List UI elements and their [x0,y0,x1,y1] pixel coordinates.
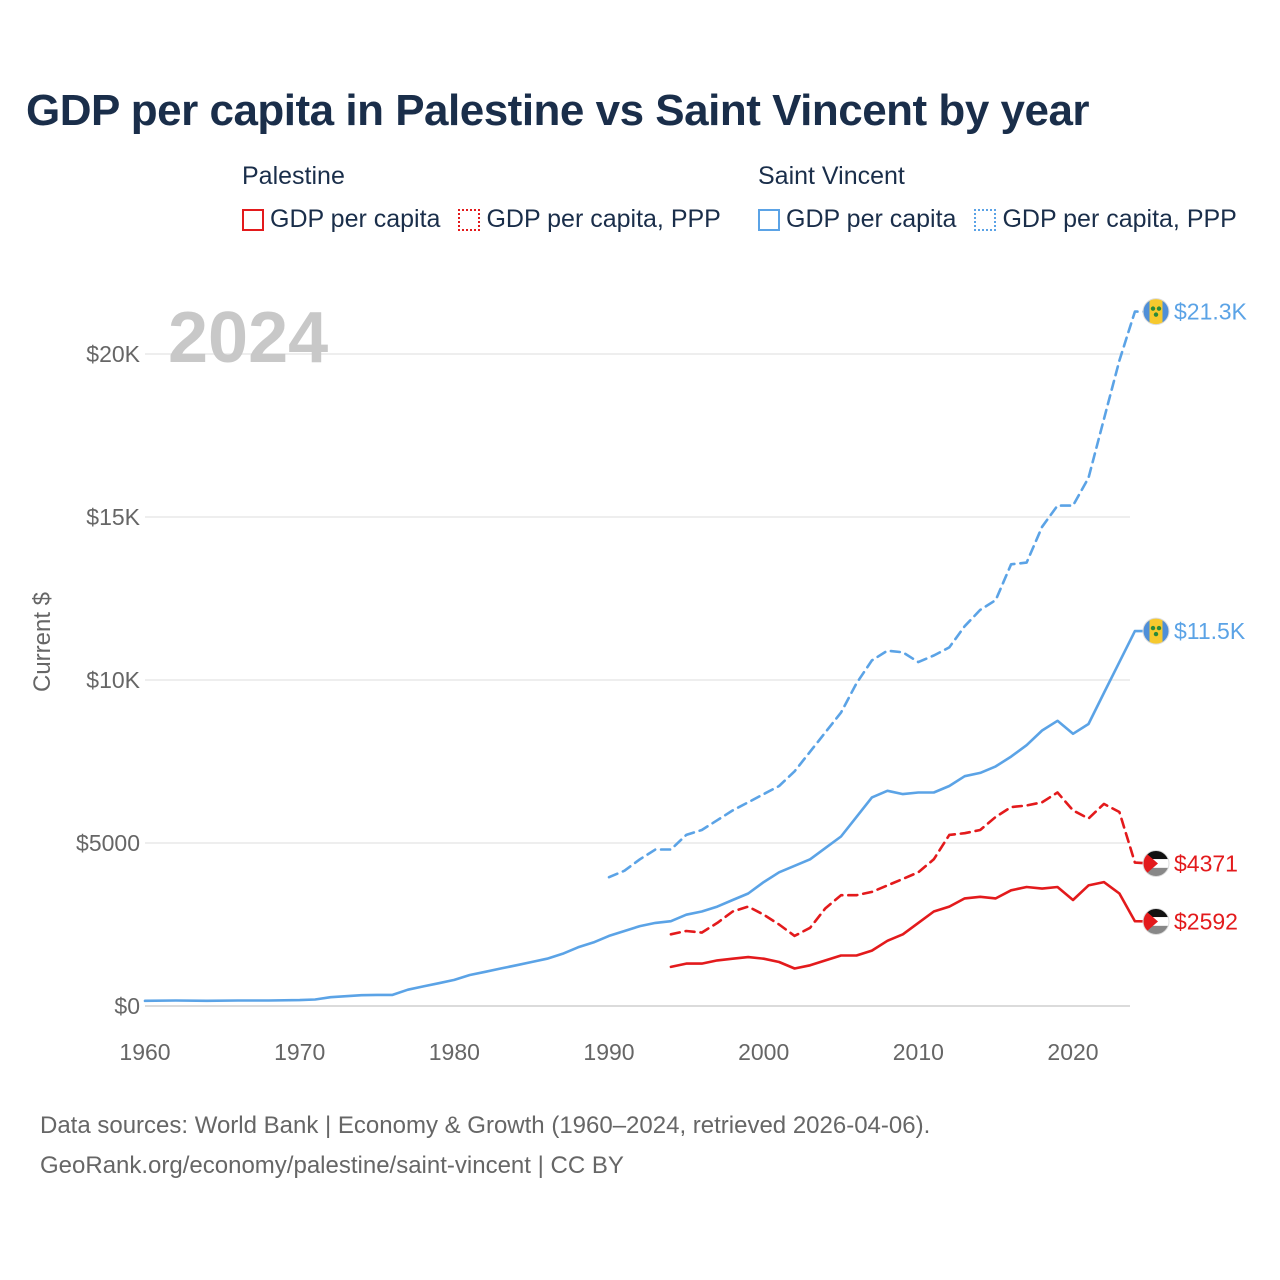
legend-group-title: Palestine [242,162,345,190]
attribution-text: GeoRank.org/economy/palestine/saint-vinc… [40,1152,624,1179]
grid-lines [145,353,1130,1007]
x-tick-label: 1980 [429,1039,480,1065]
legend-label: GDP per capita [270,205,441,233]
series-line-saint-vincent-gdp-per-capita [143,629,1152,1003]
x-tick-label: 1990 [583,1039,634,1065]
saint-vincent-flag-icon [1142,298,1170,326]
legend-group-title: Saint Vincent [758,162,905,190]
legend-saint-vincent: Saint Vincent GDP per capita GDP per cap… [758,162,1237,234]
year-watermark: 2024 [168,298,328,378]
chart-title: GDP per capita in Palestine vs Saint Vin… [26,86,1090,135]
series-line-palestine-gdp-per-capita [669,880,1152,970]
end-value-label: $4371 [1174,851,1238,877]
palestine-flag-icon [1142,908,1170,936]
end-labels: $21.3K $11.5K $4371 $2592 [1142,298,1248,936]
y-tick-label: $5000 [76,830,140,856]
y-tick-label: $15K [86,504,140,530]
data-source-text: Data sources: World Bank | Economy & Gro… [40,1112,931,1139]
x-tick-label: 2020 [1047,1039,1098,1065]
series-line-saint-vincent-gdp-per-capita-ppp [607,310,1152,879]
x-tick-label: 1960 [119,1039,170,1065]
legend-swatch-dotted [458,208,481,231]
legend-swatch-dotted [974,208,997,231]
legend-item-saint-vincent-ppp[interactable]: GDP per capita, PPP [974,205,1237,234]
legend-swatch-solid [242,208,264,231]
legend-label: GDP per capita [786,205,957,233]
legend-swatch-solid [758,208,780,231]
x-tick-label: 2000 [738,1039,789,1065]
palestine-flag-icon [1142,850,1170,878]
legend-item-palestine-gdp[interactable]: GDP per capita [242,205,440,234]
end-value-label: $21.3K [1174,299,1248,325]
legend-item-saint-vincent-gdp[interactable]: GDP per capita [758,205,956,234]
legend-palestine: Palestine GDP per capita GDP per capita,… [242,162,721,234]
legend-label: GDP per capita, PPP [1002,205,1237,233]
legend-label: GDP per capita, PPP [486,205,721,233]
y-axis: $0 $5000 $10K $15K $20K [76,341,141,1019]
footer: Data sources: World Bank | Economy & Gro… [40,1106,930,1186]
series-line-palestine-gdp-per-capita-ppp [669,791,1152,938]
x-axis: 1960 1970 1980 1990 2000 2010 2020 [119,1039,1098,1065]
end-value-label: $2592 [1174,909,1238,935]
saint-vincent-flag-icon [1142,617,1170,645]
end-value-label: $11.5K [1174,618,1246,644]
y-tick-label: $0 [114,993,140,1019]
y-tick-label: $10K [86,667,140,693]
legend-item-palestine-ppp[interactable]: GDP per capita, PPP [458,205,721,234]
y-axis-label: Current $ [29,592,56,692]
x-tick-label: 1970 [274,1039,325,1065]
series-lines [143,310,1152,1003]
y-tick-label: $20K [86,341,140,367]
x-tick-label: 2010 [893,1039,944,1065]
